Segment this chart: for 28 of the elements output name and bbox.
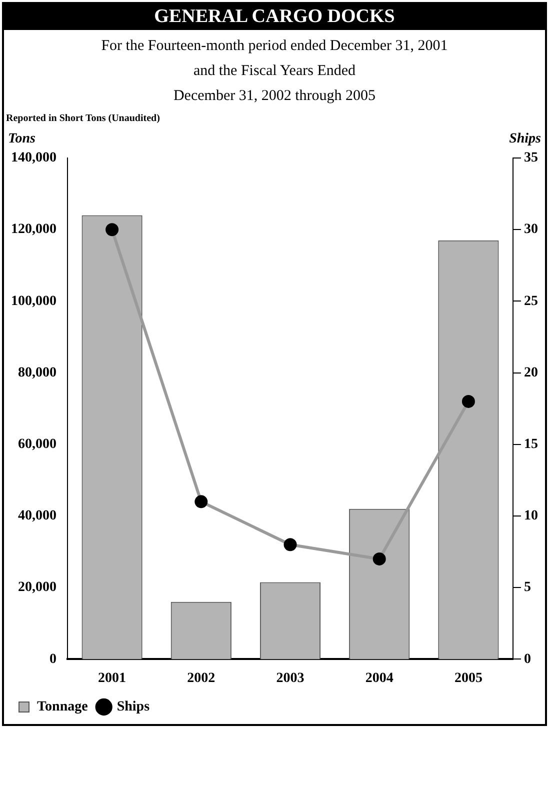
y2-tick-label: 30 [524, 222, 538, 238]
x-tick-label: 2001 [98, 671, 126, 686]
y2-axis-title: Ships [509, 132, 542, 147]
y-tick-label: 0 [50, 652, 56, 667]
legend-label: Ships [116, 700, 150, 715]
y-axis-title: Tons [8, 132, 36, 147]
y2-tick-label: 5 [524, 580, 531, 596]
y2-tick-label: 35 [524, 150, 538, 166]
y2-tick-label: 25 [524, 294, 538, 309]
y-tick-label: 60,000 [18, 437, 56, 452]
chart-title: GENERAL CARGO DOCKS [4, 4, 545, 30]
y2-tick-label: 15 [524, 437, 538, 452]
x-tick-label: 2003 [276, 671, 304, 686]
y-tick-label: 120,000 [11, 222, 56, 238]
y-tick-label: 140,000 [11, 150, 56, 166]
x-tick-label: 2004 [365, 671, 394, 686]
y2-tick-label: 10 [524, 508, 538, 524]
text: Reported in Short Tons (Unaudited) [6, 113, 161, 124]
legend-label: Tonnage [37, 700, 88, 715]
x-tick-label: 2005 [454, 671, 482, 686]
y2-tick-label: 0 [524, 652, 531, 667]
y-tick-label: 20,000 [18, 580, 56, 596]
chart-subtitle: For the Fourteen-month period ended December 31, 2001 and the Fiscal Years Ended December 31, 2002 through 2005 [100, 37, 449, 106]
y-tick-label: 80,000 [18, 365, 56, 380]
y-tick-label: 40,000 [18, 508, 56, 524]
x-tick-label: 2002 [187, 671, 216, 686]
y-tick-label: 100,000 [11, 294, 56, 309]
y2-tick-label: 20 [524, 365, 538, 380]
